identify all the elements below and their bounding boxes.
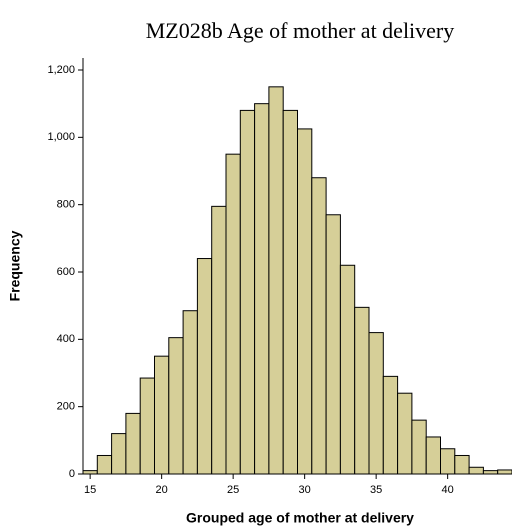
y-tick-label: 0 xyxy=(69,468,75,480)
y-tick-label: 1,200 xyxy=(47,64,75,76)
x-tick-label: 30 xyxy=(299,484,311,496)
bar xyxy=(454,454,470,475)
bar xyxy=(482,470,499,475)
x-axis-label: Grouped age of mother at delivery xyxy=(186,510,414,526)
x-tick-label: 20 xyxy=(156,484,168,496)
y-tick-label: 1,000 xyxy=(47,131,75,143)
bar xyxy=(111,433,127,475)
x-tick-label: 35 xyxy=(370,484,382,496)
bar xyxy=(154,355,170,475)
y-tick-label: 200 xyxy=(57,401,75,413)
bar xyxy=(440,448,456,475)
bar xyxy=(382,375,399,475)
bar xyxy=(325,214,341,475)
bar xyxy=(239,109,256,475)
x-tick-label: 15 xyxy=(84,484,96,496)
y-tick-label: 400 xyxy=(57,333,75,345)
bar xyxy=(297,128,313,475)
bar xyxy=(211,205,227,475)
bar xyxy=(96,454,113,475)
bar xyxy=(311,177,327,475)
y-axis-label: Frequency xyxy=(7,230,23,301)
y-tick-label: 800 xyxy=(57,199,75,211)
bar xyxy=(82,470,98,475)
bar xyxy=(268,86,284,475)
bar xyxy=(354,306,370,475)
bar xyxy=(182,310,198,475)
bar xyxy=(139,377,155,475)
bar xyxy=(425,436,442,475)
bar xyxy=(225,153,241,475)
y-tick-label: 600 xyxy=(57,266,75,278)
bar xyxy=(468,466,484,475)
bar xyxy=(282,109,299,475)
bar xyxy=(196,258,213,475)
x-tick-label: 25 xyxy=(227,484,239,496)
bar xyxy=(339,264,356,475)
x-tick-label: 40 xyxy=(442,484,454,496)
bar xyxy=(125,412,141,475)
bar xyxy=(497,469,512,475)
bar xyxy=(254,103,270,475)
bar xyxy=(397,392,413,475)
bar xyxy=(368,332,384,475)
chart-title: MZ028b Age of mother at delivery xyxy=(146,18,455,43)
bar xyxy=(411,419,427,475)
bar xyxy=(168,337,184,475)
